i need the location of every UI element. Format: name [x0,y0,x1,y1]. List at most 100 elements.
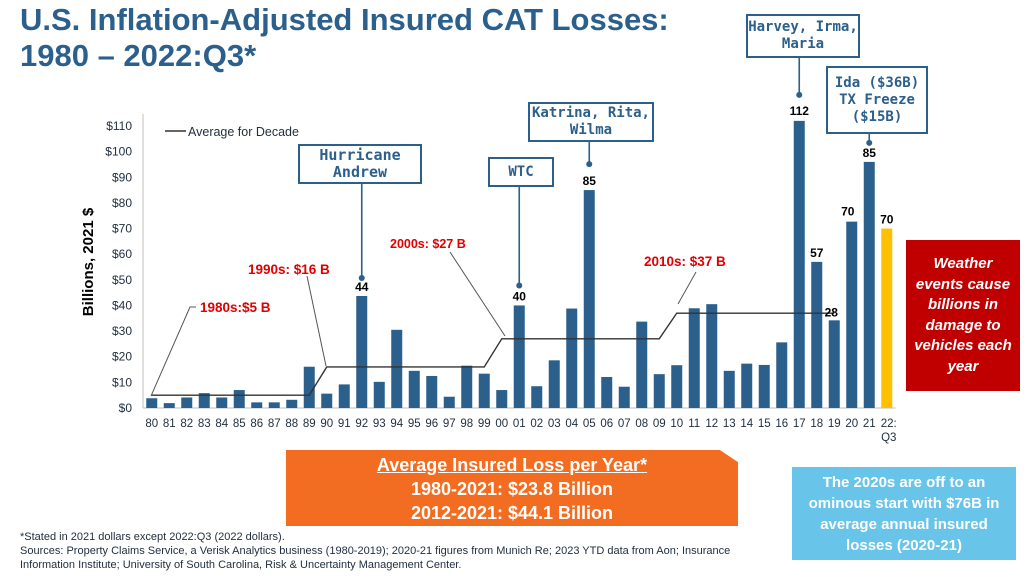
x-tick-label: 80 [145,418,158,430]
average-loss-box: Average Insured Loss per Year* 1980-2021… [286,450,738,526]
x-tick-label: 12 [705,418,718,430]
y-tick-label: $60 [112,247,132,261]
bar-89 [303,366,315,408]
x-tick-label: 81 [163,418,176,430]
bar-13 [723,370,735,408]
x-tick-label: Q3 [881,432,896,444]
legend-label: Average for Decade [188,125,299,139]
x-tick-label: 10 [670,418,683,430]
event-leader-dot [516,282,523,289]
bar-value-label: 85 [863,146,877,160]
x-tick-label: 07 [618,418,631,430]
bar-22:Q3 [881,228,893,408]
callout-ida: Ida ($36B) TX Freeze ($15B) [826,66,928,134]
callout-ida-text: Ida ($36B) TX Freeze ($15B) [834,74,920,125]
x-tick-label: 03 [548,418,561,430]
bar-98 [461,365,473,408]
bar-94 [391,329,403,408]
x-tick-label: 95 [408,418,421,430]
x-tick-label: 01 [513,418,526,430]
weather-events-text: Weather events cause billions in damage … [914,255,1012,375]
bar-18 [811,261,823,408]
x-tick-label: 04 [565,418,578,430]
y-tick-label: $30 [112,324,132,338]
x-tick-label: 96 [425,418,438,430]
decade-average-label: 1990s: $16 B [248,262,330,277]
x-tick-label: 87 [268,418,281,430]
bar-08 [636,321,648,408]
bar-90 [321,393,333,408]
x-tick-label: 99 [478,418,491,430]
callout-hurricane-andrew-text: Hurricane Andrew [319,146,401,181]
x-tick-label: 02 [530,418,543,430]
bar-93 [373,381,385,408]
bar-14 [741,363,753,408]
x-tick-label: 88 [285,418,298,430]
y-tick-label: $100 [105,145,132,159]
bar-15 [758,364,770,408]
x-tick-label: 90 [320,418,333,430]
y-tick-label: $40 [112,298,132,312]
page-title: U.S. Inflation-Adjusted Insured CAT Loss… [20,2,740,74]
bar-value-label: 40 [513,289,527,303]
callout-wtc-text: WTC [508,164,534,180]
bar-12 [706,304,718,408]
average-loss-heading: Average Insured Loss per Year* [286,455,738,476]
x-tick-label: 09 [653,418,666,430]
x-tick-label: 05 [583,418,596,430]
bar-19 [828,320,840,408]
average-loss-line-2: 2012-2021: $44.1 Billion [410,503,614,523]
bar-87 [268,402,280,408]
bar-01 [513,305,525,408]
x-tick-label: 91 [338,418,351,430]
x-tick-label: 83 [198,418,211,430]
x-tick-label: 22: [881,418,897,430]
bar-value-label: 28 [825,305,839,319]
y-tick-label: $10 [112,375,132,389]
decade-label-pointer [449,251,506,337]
average-loss-heading-text: Average Insured Loss per Year [376,455,641,475]
bar-10 [671,365,683,408]
footnote-line-1: *Stated in 2021 dollars except 2022:Q3 (… [20,531,285,543]
2020s-note: The 2020s are off to an ominous start wi… [792,467,1016,560]
decade-label-pointer [306,275,327,367]
bar-value-label: 85 [583,174,597,188]
x-tick-label: 21 [863,418,876,430]
callout-hurricane-andrew: Hurricane Andrew [298,144,422,184]
bar-09 [653,374,665,408]
x-tick-label: 06 [600,418,613,430]
x-tick-label: 18 [810,418,823,430]
x-tick-label: 16 [775,418,788,430]
x-tick-label: 86 [250,418,263,430]
x-tick-label: 85 [233,418,246,430]
weather-events-note: Weather events cause billions in damage … [906,240,1020,391]
bar-84 [216,397,228,408]
event-leader-dot [866,139,873,146]
bar-86 [251,402,263,408]
y-tick-label: $50 [112,273,132,287]
event-leader-dot [796,91,803,98]
y-tick-label: $70 [112,222,132,236]
bar-80 [146,398,158,408]
bar-05 [583,190,595,408]
x-tick-label: 93 [373,418,386,430]
y-tick-label: $0 [119,401,133,415]
x-tick-label: 19 [828,418,841,430]
bar-00 [496,390,508,408]
bar-92 [356,295,368,408]
bar-95 [408,370,420,408]
bar-11 [688,308,700,408]
callout-wtc: WTC [488,157,554,187]
bar-value-label: 57 [810,246,824,260]
x-tick-label: 92 [355,418,368,430]
y-tick-label: $110 [106,119,132,133]
x-tick-label: 89 [303,418,316,430]
x-tick-label: 94 [390,418,403,430]
callout-harvey: Harvey, Irma, Maria [746,14,860,58]
bar-06 [601,376,613,408]
y-tick-label: $20 [112,350,132,364]
average-loss-heading-mark: * [640,455,648,475]
bar-81 [163,403,175,408]
x-tick-label: 11 [688,418,700,430]
